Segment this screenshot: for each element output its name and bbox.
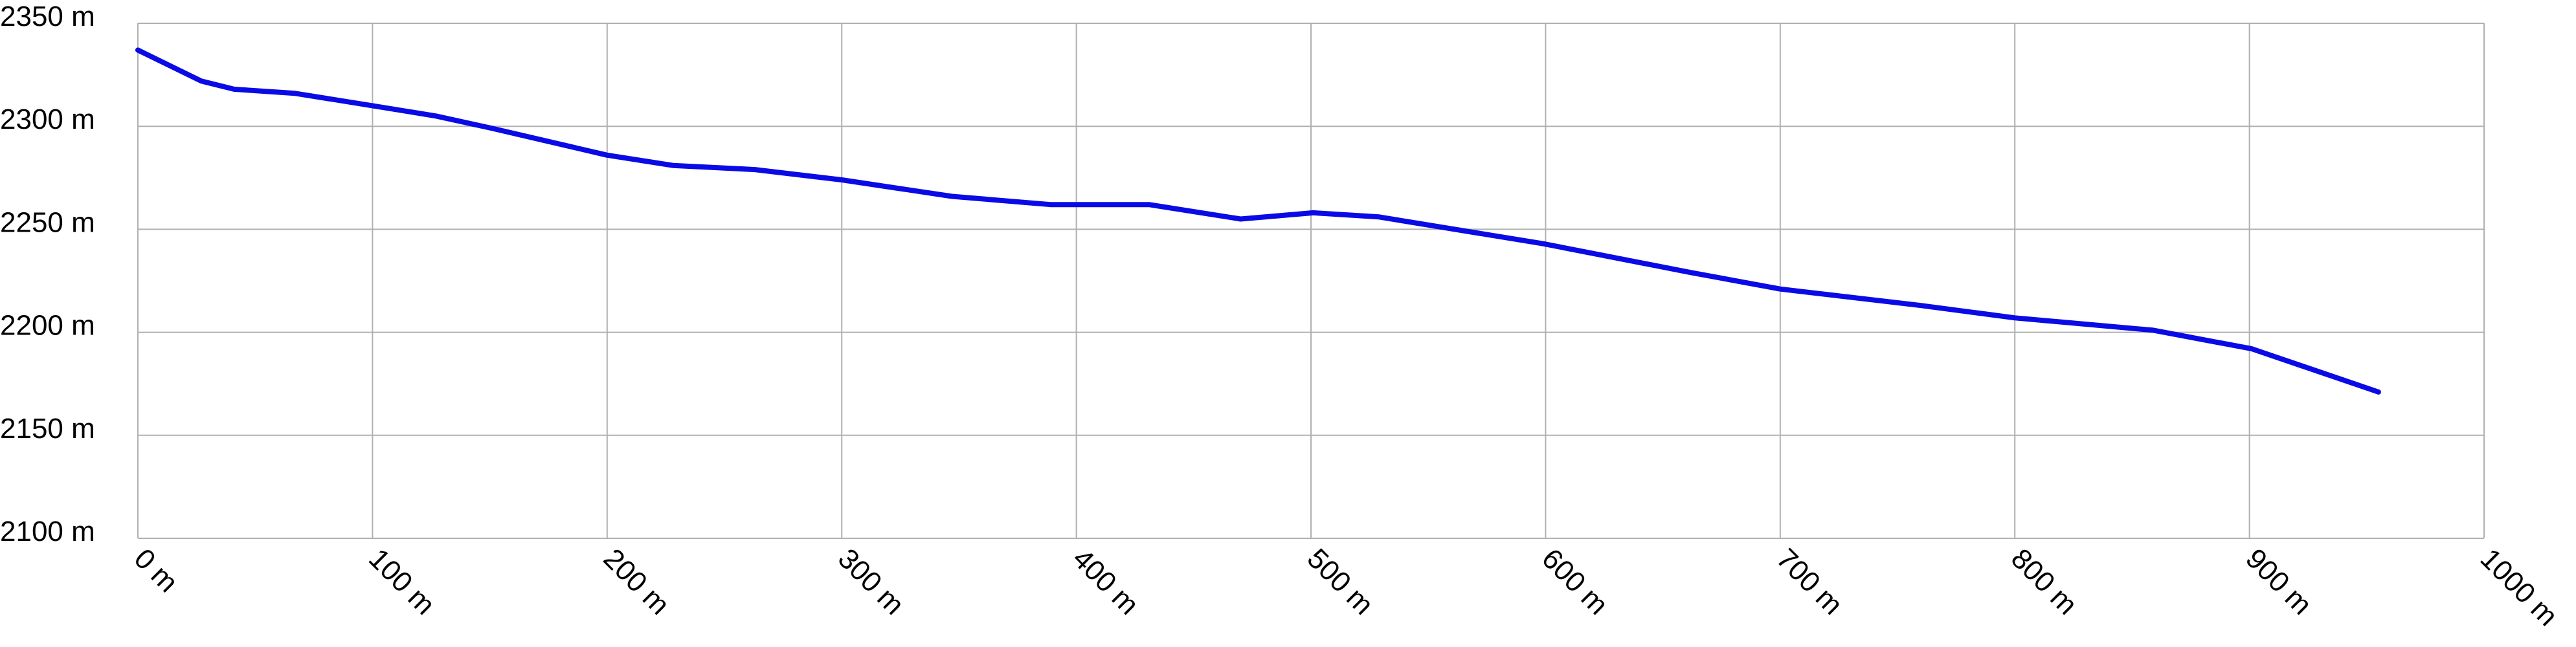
x-tick-label: 200 m bbox=[598, 543, 676, 621]
x-tick-label: 1000 m bbox=[2474, 543, 2564, 632]
y-tick-label: 2350 m bbox=[0, 1, 95, 32]
x-tick-label: 800 m bbox=[2005, 543, 2083, 621]
x-tick-label: 0 m bbox=[128, 543, 185, 599]
y-tick-label: 2250 m bbox=[0, 206, 95, 238]
x-tick-label: 400 m bbox=[1066, 543, 1145, 621]
elevation-line bbox=[135, 47, 2381, 395]
x-tick-label: 700 m bbox=[1771, 543, 1849, 621]
x-tick-label: 100 m bbox=[363, 543, 441, 621]
y-tick-label: 2150 m bbox=[0, 413, 95, 444]
x-tick-label: 900 m bbox=[2239, 543, 2318, 621]
x-tick-label: 600 m bbox=[1536, 543, 1614, 621]
x-tick-label: 500 m bbox=[1301, 543, 1380, 621]
y-tick-label: 2100 m bbox=[0, 516, 95, 547]
y-tick-label: 2200 m bbox=[0, 310, 95, 342]
y-tick-label: 2300 m bbox=[0, 104, 95, 135]
x-tick-label: 300 m bbox=[832, 543, 910, 621]
